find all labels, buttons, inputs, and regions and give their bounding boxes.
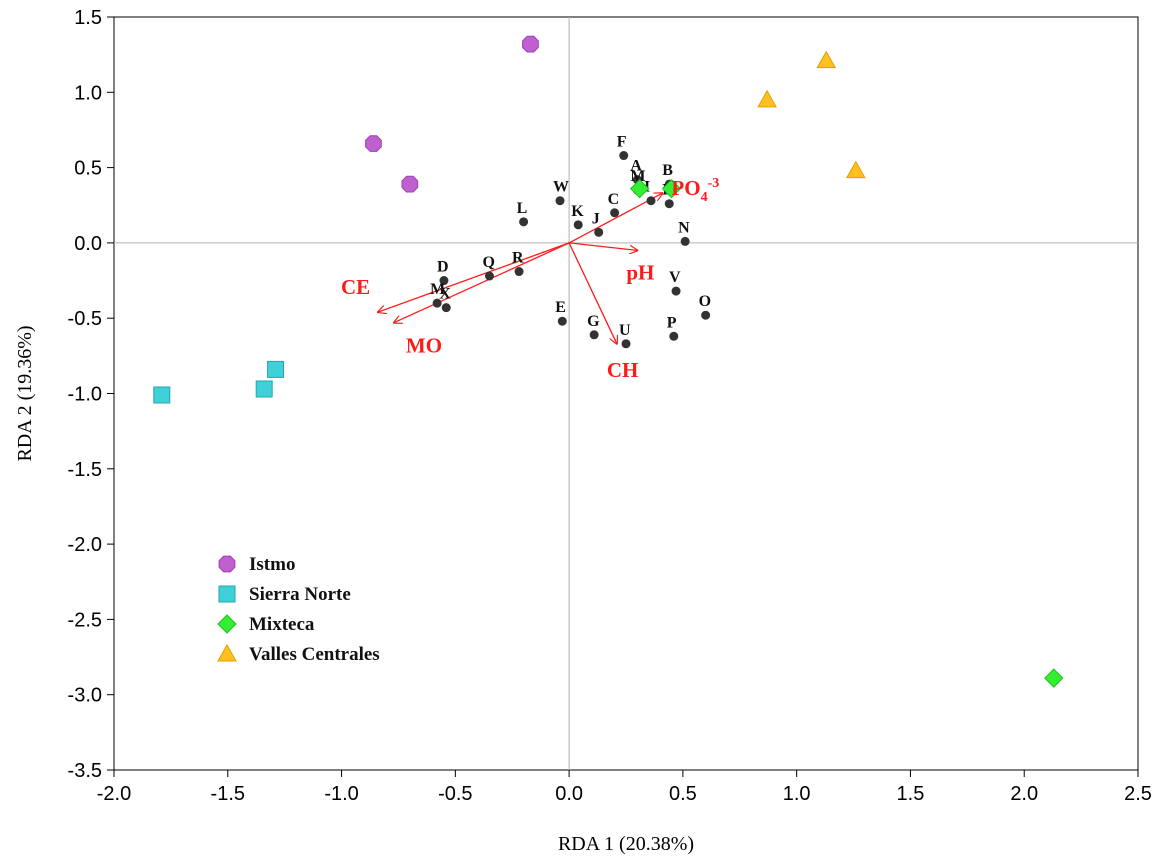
vector-arrow [394,242,570,323]
vector-label: MO [406,334,442,358]
legend-marker [218,555,236,573]
site-label: K [571,203,584,220]
site-label: V [669,269,681,286]
site-label: O [699,293,711,310]
site-point [519,217,529,227]
site-point [557,316,567,326]
sierra-norte-point [267,360,285,378]
vector-label: PO4-3 [671,176,719,205]
site-label: X [439,286,451,303]
site-point [589,330,599,340]
y-tick-label: 1.5 [74,7,102,29]
site-label: P [667,314,677,331]
site-label: B [662,162,673,179]
site-point [514,267,524,277]
mixteca-point [1044,668,1064,688]
x-tick-label: 2.5 [1124,783,1152,805]
site-label: A [630,158,642,175]
site-point [441,303,451,313]
site-label: C [608,191,620,208]
y-tick-label: -1.5 [68,459,102,481]
x-tick-label: 0.5 [669,783,697,805]
site-label: E [555,299,566,316]
valles-centrales-point [757,89,777,108]
site-label: J [592,210,600,227]
site-point [669,331,679,341]
istmo-point [522,35,539,53]
site-point [664,199,674,209]
vector-arrow [378,242,570,312]
y-tick-label: -0.5 [68,308,102,330]
legend-label: Mixteca [249,614,315,635]
x-tick-label: -2.0 [97,783,131,805]
site-point [701,310,711,320]
site-point [573,220,583,230]
site-label: U [619,322,631,339]
x-tick-label: -1.0 [324,783,358,805]
x-tick-label: -0.5 [438,783,472,805]
site-label: M [430,281,445,298]
y-tick-label: -2.0 [68,534,102,556]
sierra-norte-point [255,380,273,398]
site-point [610,208,620,218]
y-tick-label: 1.0 [74,82,102,104]
x-axis-title: RDA 1 (20.38%) [558,833,694,855]
y-tick-label: -2.5 [68,609,102,631]
site-point [646,196,656,206]
legend-marker [217,614,237,634]
site-label: M [630,168,645,185]
legend-marker [218,585,236,603]
y-tick-label: -3.0 [68,685,102,707]
sierra-norte-point [153,386,171,404]
site-label: F [617,134,627,151]
valles-centrales-point [845,160,866,179]
y-tick-label: -1.0 [68,384,102,406]
x-tick-label: 1.5 [897,783,925,805]
site-point [680,236,690,246]
site-point [555,196,565,206]
vector-label: pH [626,260,654,284]
istmo-point [365,135,382,152]
y-tick-label: 0.0 [74,233,102,255]
legend-label: Sierra Norte [249,584,351,605]
site-label: L [517,200,528,217]
istmo-point [401,175,419,193]
legend-label: Valles Centrales [249,644,380,665]
site-label: D [437,259,449,276]
x-tick-label: 1.0 [783,783,811,805]
vector-label: CH [607,358,639,382]
x-tick-label: 0.0 [555,783,583,805]
x-tick-label: -1.5 [211,783,245,805]
site-label: G [587,313,600,330]
y-axis-title: RDA 2 (19.36%) [14,325,36,461]
site-label: Q [482,254,494,271]
site-label: N [678,219,690,236]
site-label: W [553,179,569,196]
site-point [484,271,494,281]
y-tick-label: -3.5 [68,760,102,782]
x-tick-label: 2.0 [1010,783,1038,805]
mixteca-point [629,178,650,199]
legend: Istmo Sierra Norte Mixteca Valles Centrales [217,554,380,665]
mixteca-point [661,178,682,199]
site-point [439,276,449,286]
site-point [594,227,604,237]
site-point [432,298,442,308]
vector-arrow [568,242,617,344]
site-point [621,339,631,349]
site-label: R [512,250,524,267]
legend-label: Istmo [249,554,295,575]
valles-centrales-point [816,50,837,69]
legend-marker [217,643,237,662]
site-point [671,286,681,296]
site-point [619,151,629,161]
vector-arrow [569,242,637,251]
y-tick-label: 0.5 [74,158,102,180]
vector-label: CE [341,275,370,299]
